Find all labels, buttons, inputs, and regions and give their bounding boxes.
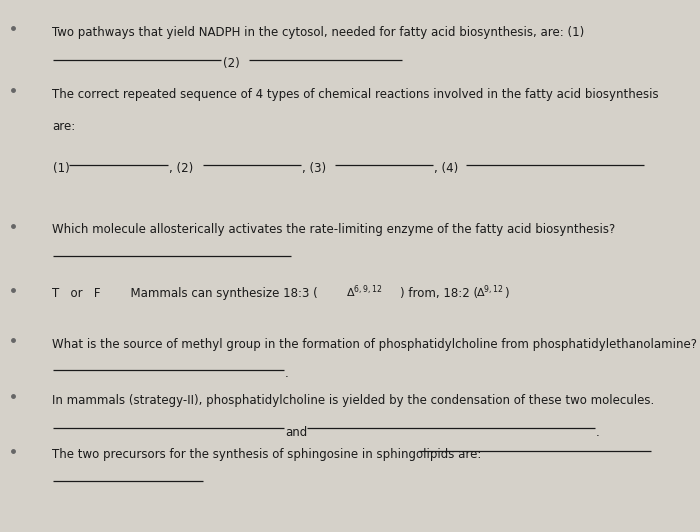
Text: $\Delta^{6,9,12}$: $\Delta^{6,9,12}$ [346,283,382,300]
Text: What is the source of methyl group in the formation of phosphatidylcholine from : What is the source of methyl group in th… [52,338,697,351]
Text: , (4): , (4) [434,162,458,175]
Text: ): ) [504,287,509,300]
Text: $\Delta^{9,12}$: $\Delta^{9,12}$ [476,283,504,300]
Text: The two precursors for the synthesis of sphingosine in sphingolipids are:: The two precursors for the synthesis of … [52,448,482,461]
Text: (2): (2) [223,57,239,70]
Text: ) from, 18:2 (: ) from, 18:2 ( [400,287,479,300]
Text: T   or   F        Mammals can synthesize 18:3 (: T or F Mammals can synthesize 18:3 ( [52,287,318,300]
Text: and: and [286,426,308,438]
Text: Which molecule allosterically activates the rate-limiting enzyme of the fatty ac: Which molecule allosterically activates … [52,223,616,236]
Text: (1): (1) [52,162,69,175]
Text: In mammals (strategy-II), phosphatidylcholine is yielded by the condensation of : In mammals (strategy-II), phosphatidylch… [52,394,655,406]
Text: Two pathways that yield NADPH in the cytosol, needed for fatty acid biosynthesis: Two pathways that yield NADPH in the cyt… [52,26,584,38]
Text: , (2): , (2) [169,162,194,175]
Text: .: . [596,426,599,438]
Text: are:: are: [52,120,76,132]
Text: The correct repeated sequence of 4 types of chemical reactions involved in the f: The correct repeated sequence of 4 types… [52,88,659,101]
Text: .: . [285,367,288,380]
Text: , (3): , (3) [302,162,326,175]
